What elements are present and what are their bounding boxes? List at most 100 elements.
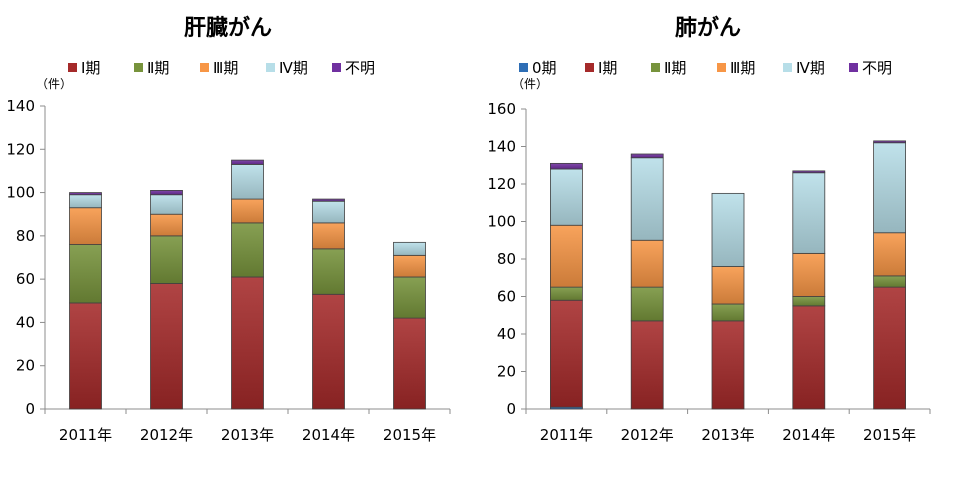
bar-segment [550,162,583,170]
bar-segment [231,164,264,200]
bar-segment [393,254,426,278]
x-tick-label: 2013年 [221,426,274,444]
legend-label: Ⅱ期 [664,59,686,77]
legend-swatch [200,63,209,72]
bar-segment [792,296,826,307]
y-tick-label: 80 [16,227,35,245]
legend-item: Ⅳ期 [266,59,308,77]
bar-segment [711,266,745,305]
bar-segment [393,317,426,410]
bar-segment [630,157,664,241]
y-tick-label: 140 [487,138,516,156]
bar-segment [792,252,826,297]
bar-segment [630,153,664,159]
legend-label: 不明 [862,59,892,77]
y-tick-label: 20 [497,363,516,381]
bar-segment [792,172,826,254]
bar-segment [312,222,345,250]
legend-item: Ⅱ期 [134,59,169,77]
legend-item: 不明 [332,59,375,77]
legend-label: Ⅱ期 [147,59,169,77]
bar-segment [873,275,906,288]
legend-label: Ⅲ期 [730,59,755,77]
bar-segment [312,248,345,295]
y-tick-label: 0 [25,400,35,418]
bar-segment [150,194,183,215]
y-tick-label: 0 [506,400,516,418]
y-tick-label: 120 [6,140,35,158]
chart-2: 肺がん 0期 Ⅰ期 Ⅱ期 Ⅲ期 Ⅳ期 不明 （件） 0 20 40 60 80 100 120 140 160 2… [487,15,931,444]
x-tick-label: 2012年 [621,426,674,444]
y-tick-label: 100 [6,184,35,202]
legend-swatch [68,63,77,72]
legend-item: Ⅰ期 [585,59,617,77]
legend-item: Ⅱ期 [651,59,686,77]
bar-segment [231,276,264,410]
bar-segment [312,198,345,202]
legend-swatch [266,63,275,72]
legend-item: 0期 [519,59,557,77]
legend-label: 不明 [345,59,375,77]
legend-label: Ⅰ期 [81,59,100,77]
y-tick-label: 40 [497,325,516,343]
legend-swatch [134,63,143,72]
bar-segment [873,142,906,234]
legend-label: Ⅲ期 [213,59,238,77]
bar-segment [393,276,426,319]
bar-segment [630,320,664,410]
chart-1: 肝臓がん Ⅰ期 Ⅱ期 Ⅲ期 Ⅳ期 不明 （件） 0 20 40 60 80 100 120 140 2011年… [6,15,451,444]
bar-segment [69,244,102,304]
legend-swatch [849,63,858,72]
legend-item: Ⅳ期 [783,59,825,77]
y-unit-label: （件） [36,77,72,91]
bar-segment [69,194,102,209]
bar-segment [630,286,664,322]
bar-segment [69,192,102,196]
legend-label: Ⅳ期 [796,59,825,77]
y-tick-label: 60 [497,288,516,306]
y-tick-label: 60 [16,270,35,288]
bar-segment [69,302,102,410]
bar-segment [873,140,906,144]
bar-segment [630,239,664,288]
bar-segment [393,241,426,256]
bar-segment [550,224,583,288]
legend-item: Ⅲ期 [200,59,238,77]
bar-segment [231,198,264,224]
legend-swatch [651,63,660,72]
legend-swatch [519,63,528,72]
y-tick-label: 40 [16,313,35,331]
x-tick-label: 2014年 [302,426,355,444]
bar-segment [150,235,183,284]
bar-segment [550,299,583,408]
legend-item: 不明 [849,59,892,77]
bar-segment [231,222,264,278]
legend-item: Ⅲ期 [717,59,755,77]
y-tick-label: 20 [16,357,35,375]
bar-segment [711,303,745,322]
bar-segment [792,305,826,410]
bar-segment [873,232,906,277]
x-tick-label: 2013年 [701,426,754,444]
x-tick-label: 2014年 [782,426,835,444]
bar-segment [231,159,264,165]
bar-segment [792,170,826,174]
legend-item: Ⅰ期 [68,59,100,77]
chart-title: 肺がん [675,15,741,41]
legend-swatch [332,63,341,72]
legend-label: Ⅰ期 [598,59,617,77]
bar-segment [69,207,102,245]
y-tick-label: 100 [487,213,516,231]
y-unit-label: （件） [512,77,548,91]
x-tick-label: 2011年 [540,426,593,444]
bar-segment [711,320,745,410]
x-tick-label: 2012年 [140,426,193,444]
y-tick-label: 120 [487,175,516,193]
y-tick-label: 80 [497,250,516,268]
bar-segment [150,213,183,237]
bar-segment [550,286,583,301]
y-tick-label: 140 [6,97,35,115]
legend-swatch [585,63,594,72]
